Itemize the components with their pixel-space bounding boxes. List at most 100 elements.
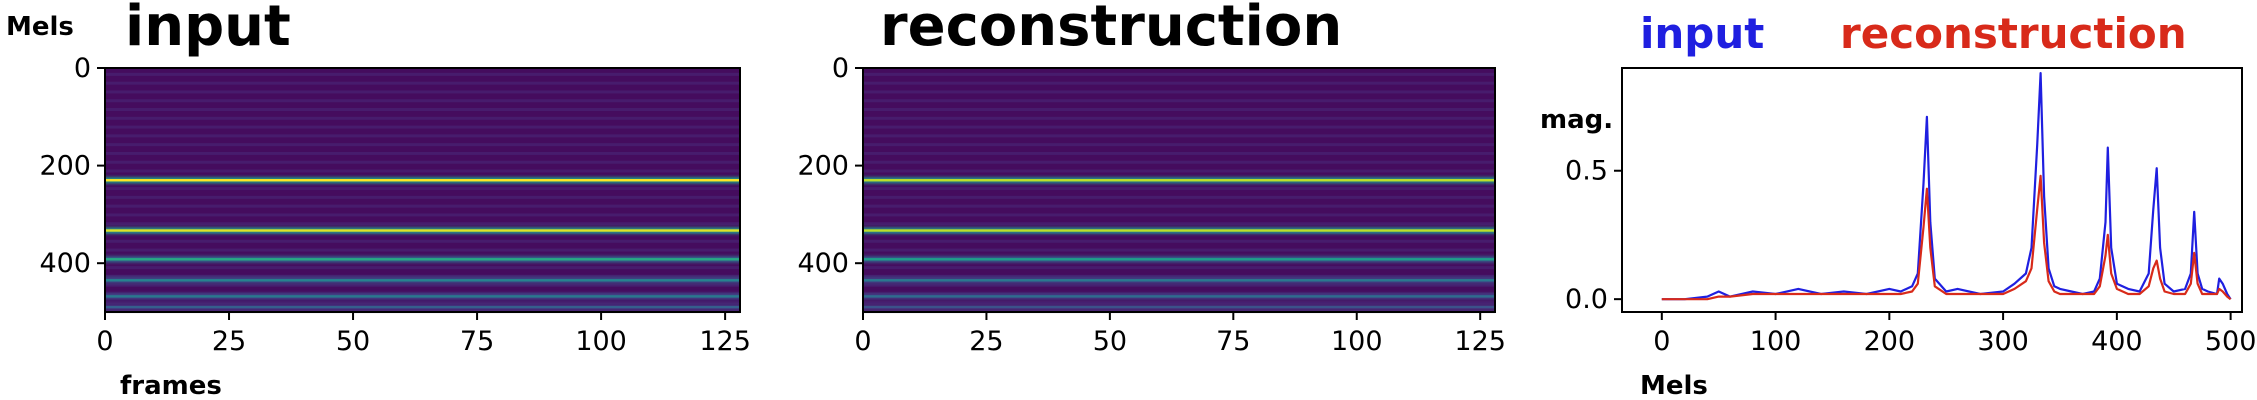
heatmap-texture-band — [105, 108, 740, 112]
heatmap-texture-band — [863, 160, 1495, 164]
heatmap-band — [863, 258, 1495, 261]
x-tick-label: 75 — [460, 326, 494, 357]
heatmap-band — [863, 179, 1495, 182]
heatmap-texture-band — [105, 266, 740, 270]
heatmap-band — [105, 229, 740, 232]
heatmap-band — [105, 279, 740, 282]
heatmap-texture-band — [105, 169, 740, 173]
heatmap-texture-band — [105, 204, 740, 208]
heatmap-texture-band — [863, 274, 1495, 278]
plot-frame — [1621, 67, 2243, 313]
heatmap-texture-band — [863, 213, 1495, 217]
x-tick-label: 50 — [1093, 326, 1127, 357]
heatmap-frame — [104, 67, 741, 313]
reconstruction-spectrogram-title: reconstruction — [880, 0, 1342, 59]
x-tick-label: 0 — [854, 326, 871, 357]
heatmap-texture-band — [863, 116, 1495, 120]
x-tick-label: 500 — [2205, 326, 2257, 357]
heatmap-texture-band — [863, 222, 1495, 226]
heatmap-texture-band — [105, 72, 740, 76]
heatmap-texture-band — [863, 72, 1495, 76]
heatmap-texture-band — [105, 222, 740, 226]
heatmap-texture-band — [105, 248, 740, 252]
heatmap-texture-band — [863, 204, 1495, 208]
heatmap-band — [863, 229, 1495, 232]
heatmap-texture-band — [105, 151, 740, 155]
x-tick-label: 0 — [1653, 326, 1670, 357]
magnitude-ticks: 0 100 200 300 400 500 0.0 0.5 — [1565, 156, 2256, 357]
heatmap-texture-band — [863, 266, 1495, 270]
input-spectrogram-ticks: 0 25 50 75 100 125 0 200 400 — [39, 53, 750, 357]
y-tick-label: 0.0 — [1565, 284, 1608, 315]
y-tick-label: 0.5 — [1565, 156, 1608, 187]
x-tick-label: 400 — [2091, 326, 2143, 357]
x-tick-label: 25 — [212, 326, 246, 357]
input-spectrogram-title: input — [125, 0, 291, 59]
legend-reconstruction-label: reconstruction — [1840, 9, 2187, 58]
reconstruction-spectrogram-image — [862, 67, 1496, 314]
input-spectrogram-xlabel: frames — [120, 371, 222, 400]
heatmap-texture-band — [105, 239, 740, 243]
heatmap-texture-band — [863, 125, 1495, 129]
heatmap-texture-band — [863, 239, 1495, 243]
y-tick-label: 0 — [74, 53, 91, 84]
heatmap-texture-band — [863, 143, 1495, 147]
x-tick-label: 125 — [699, 326, 751, 357]
reconstruction-series-line — [1661, 174, 2232, 301]
heatmap-texture-band — [863, 134, 1495, 138]
heatmap-band — [863, 279, 1495, 282]
x-tick-label: 100 — [575, 326, 627, 357]
heatmap-frame — [862, 67, 1496, 313]
input-spectrogram-ylabel: Mels — [6, 12, 74, 42]
legend-input-label: input — [1640, 9, 1764, 58]
y-tick-label: 200 — [39, 151, 91, 182]
heatmap-band — [105, 305, 740, 309]
heatmap-texture-band — [863, 108, 1495, 112]
heatmap-texture-band — [105, 283, 740, 287]
magnitude-line-panel: input reconstruction mag. Mels 0 100 200 30… — [1540, 9, 2256, 400]
heatmap-texture-band — [863, 151, 1495, 155]
heatmap-texture-band — [105, 143, 740, 147]
heatmap-texture-band — [863, 248, 1495, 252]
heatmap-texture-band — [105, 99, 740, 103]
heatmap-texture-band — [105, 160, 740, 164]
x-tick-label: 100 — [1331, 326, 1383, 357]
input-spectrogram-panel: input Mels frames 0 25 50 75 100 125 0 200 400 — [6, 0, 751, 400]
heatmap-texture-band — [863, 187, 1495, 191]
line-xlabel: Mels — [1640, 371, 1708, 400]
y-tick-label: 200 — [797, 151, 849, 182]
reconstruction-spectrogram-panel: reconstruction 0 25 50 75 100 125 0 200 400 — [797, 0, 1506, 357]
heatmap-band — [863, 295, 1495, 298]
heatmap-texture-band — [863, 283, 1495, 287]
heatmap-texture-band — [105, 213, 740, 217]
heatmap-band — [863, 305, 1495, 309]
heatmap-texture-band — [863, 90, 1495, 94]
reconstruction-spectrogram-ticks: 0 25 50 75 100 125 0 200 400 — [797, 53, 1506, 357]
heatmap-texture-band — [863, 301, 1495, 305]
x-tick-label: 200 — [1864, 326, 1916, 357]
heatmap-band — [105, 179, 740, 182]
heatmap-texture-band — [863, 81, 1495, 85]
heatmap-band — [105, 295, 740, 298]
x-tick-label: 0 — [96, 326, 113, 357]
heatmap-texture-band — [105, 195, 740, 199]
heatmap-band — [105, 258, 740, 261]
x-tick-label: 75 — [1216, 326, 1250, 357]
line-ylabel: mag. — [1540, 105, 1613, 135]
x-tick-label: 100 — [1750, 326, 1802, 357]
y-tick-label: 400 — [797, 248, 849, 279]
y-tick-label: 400 — [39, 248, 91, 279]
x-tick-label: 50 — [336, 326, 370, 357]
heatmap-texture-band — [105, 134, 740, 138]
heatmap-texture-band — [105, 187, 740, 191]
heatmap-texture-band — [105, 81, 740, 85]
heatmap-texture-band — [105, 301, 740, 305]
x-tick-label: 125 — [1454, 326, 1506, 357]
heatmap-texture-band — [863, 195, 1495, 199]
heatmap-texture-band — [105, 125, 740, 129]
heatmap-texture-band — [105, 274, 740, 278]
heatmap-texture-band — [105, 116, 740, 120]
input-spectrogram-image — [104, 67, 741, 314]
heatmap-texture-band — [863, 169, 1495, 173]
x-tick-label: 25 — [969, 326, 1003, 357]
